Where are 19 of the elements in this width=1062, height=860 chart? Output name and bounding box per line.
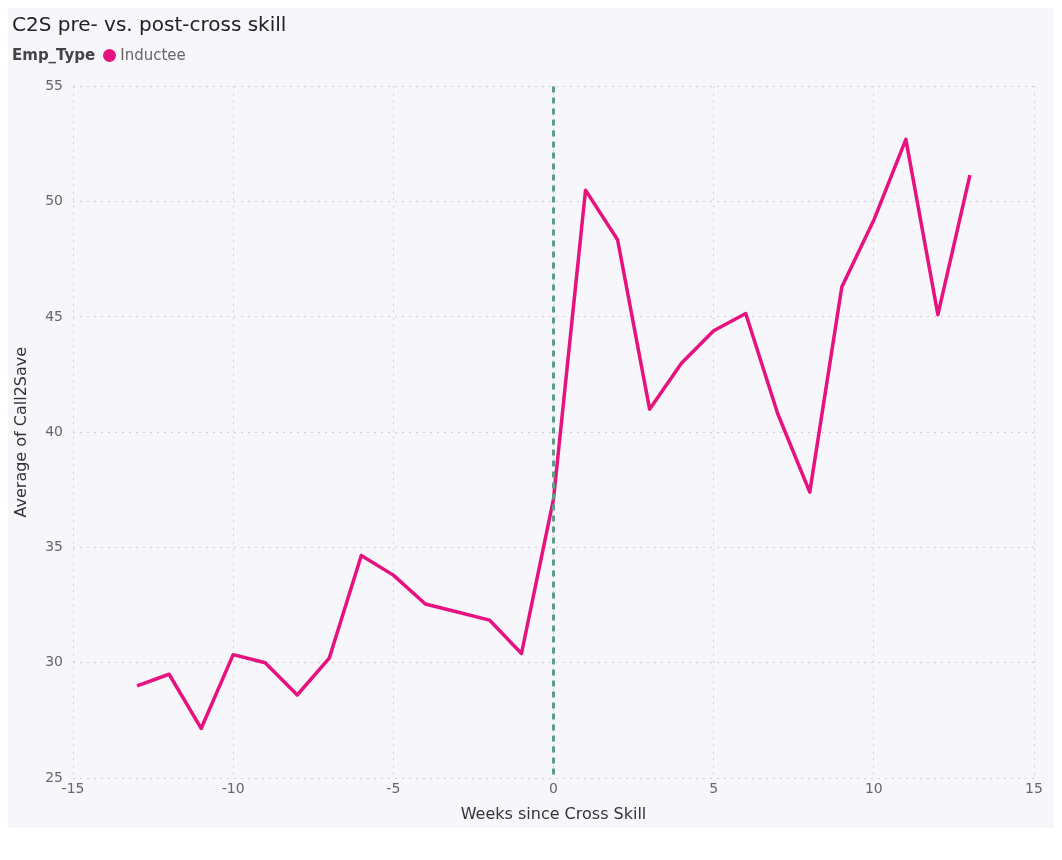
- y-axis-title: Average of Call2Save: [10, 346, 30, 518]
- y-tick-label: 35: [45, 538, 64, 555]
- legend-title: Emp_Type: [12, 46, 96, 64]
- y-tick-label: 45: [45, 307, 64, 324]
- y-tick-label: 50: [45, 192, 64, 209]
- x-tick-label: 0: [549, 780, 558, 797]
- chart-title: C2S pre- vs. post-cross skill: [12, 12, 288, 36]
- x-tick-label: 10: [864, 780, 883, 797]
- x-tick-label: -10: [221, 780, 245, 797]
- x-tick-label: -5: [386, 780, 401, 797]
- legend-label: Inductee: [120, 46, 186, 64]
- x-axis-title: Weeks since Cross Skill: [460, 803, 647, 823]
- y-tick-label: 55: [45, 77, 64, 94]
- x-tick-label: 15: [1025, 780, 1043, 797]
- y-tick-label: 25: [45, 768, 64, 785]
- x-tick-label: 5: [709, 780, 719, 797]
- y-tick-label: 30: [45, 653, 64, 670]
- x-tick-label: -15: [61, 780, 85, 797]
- y-tick-label: 40: [45, 422, 64, 439]
